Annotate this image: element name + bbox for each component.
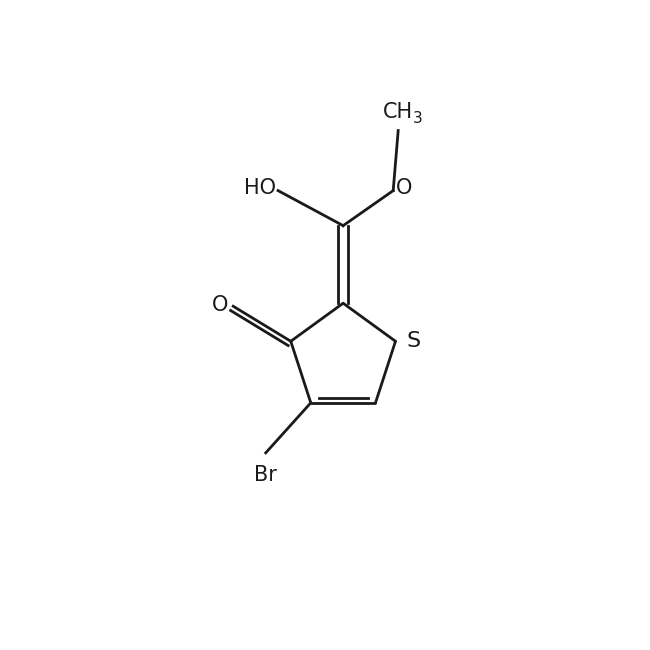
Text: HO: HO xyxy=(244,178,276,198)
Text: CH: CH xyxy=(383,101,413,122)
Text: O: O xyxy=(396,178,412,198)
Text: 3: 3 xyxy=(413,111,423,125)
Text: Br: Br xyxy=(254,465,277,486)
Text: S: S xyxy=(406,332,421,351)
Text: O: O xyxy=(212,294,228,315)
